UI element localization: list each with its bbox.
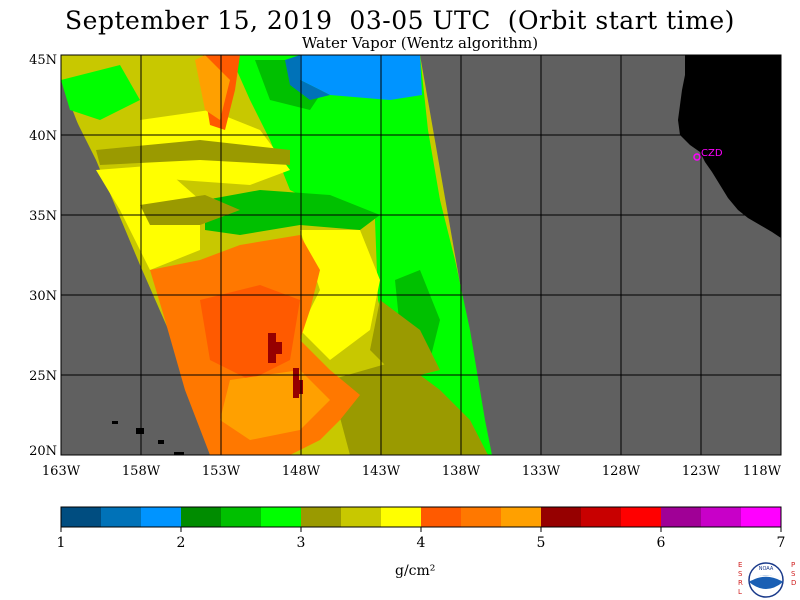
station-label: CZD: [701, 148, 723, 159]
olive-east-mid: [370, 300, 440, 380]
lat-label: 45N: [29, 53, 57, 68]
colorbar-tick-label: 2: [177, 535, 186, 551]
island-4: [174, 452, 184, 455]
logo-center-text: NOAA: [759, 566, 774, 572]
lon-label: 118W: [743, 464, 782, 479]
lon-label: 163W: [42, 464, 81, 479]
lat-labels: 45N 40N 35N 30N 25N 20N: [29, 53, 57, 459]
lat-label: 20N: [29, 444, 57, 459]
colorbar-segment: [341, 507, 382, 527]
map-panel: [61, 55, 781, 455]
island-2: [136, 428, 144, 434]
olive-band-2: [140, 195, 240, 225]
colorbar: [60, 506, 782, 528]
lat-label: 35N: [29, 209, 57, 224]
olive-band-1: [96, 140, 290, 165]
colorbar-segment: [661, 507, 702, 527]
lon-label: 153W: [202, 464, 241, 479]
colorbar-segment: [101, 507, 142, 527]
lon-label: 158W: [122, 464, 161, 479]
north-america-land: [678, 55, 781, 238]
chart-title: September 15, 2019 03-05 UTC (Orbit star…: [65, 6, 735, 35]
colorbar-segment: [461, 507, 502, 527]
colorbar-segment: [701, 507, 742, 527]
chart-subtitle: Water Vapor (Wentz algorithm): [301, 34, 539, 52]
colorbar-segment: [61, 507, 102, 527]
colorbar-ticks: 1 2 3 4 5 6 7: [57, 527, 786, 551]
colorbar-tick-label: 4: [417, 535, 426, 551]
lat-label: 40N: [29, 129, 57, 144]
colorbar-tick-label: 7: [777, 535, 786, 551]
green-mid-band: [205, 190, 380, 235]
lon-label: 148W: [282, 464, 321, 479]
island-3: [158, 440, 164, 444]
colorbar-segment: [581, 507, 622, 527]
station-marker: [693, 153, 701, 161]
darkred-cell-1: [268, 333, 276, 363]
lon-label: 133W: [522, 464, 561, 479]
colorbar-segment: [221, 507, 262, 527]
darkred-cell-2: [276, 342, 282, 354]
blue-region-edge: [285, 55, 330, 100]
colorbar-unit-label: g/cm²: [395, 563, 436, 579]
colorbar-tick-label: 3: [297, 535, 306, 551]
colorbar-segment: [501, 507, 542, 527]
lon-label: 143W: [362, 464, 401, 479]
colorbar-segment: [541, 507, 582, 527]
blue-region: [300, 55, 422, 100]
colorbar-segment: [621, 507, 662, 527]
lat-label: 30N: [29, 289, 57, 304]
swath-left-mask: [61, 90, 210, 455]
colorbar-segment: [261, 507, 302, 527]
colorbar-tick-label: 6: [657, 535, 666, 551]
darkred-cell-3: [293, 368, 299, 398]
grid-lines: [61, 55, 781, 455]
island-1: [112, 421, 118, 424]
lon-label: 123W: [682, 464, 721, 479]
colorbar-segment: [301, 507, 342, 527]
lat-label: 25N: [29, 369, 57, 384]
green-north-2: [61, 65, 140, 120]
lon-label: 138W: [442, 464, 481, 479]
colorbar-tick-label: 5: [537, 535, 546, 551]
map-frame: [60, 54, 782, 456]
lon-label: 128W: [602, 464, 641, 479]
colorbar-segment: [421, 507, 462, 527]
lon-labels: 163W 158W 153W 148W 143W 138W 133W 128W …: [42, 464, 782, 479]
darkgreen-east: [395, 270, 440, 360]
colorbar-segment: [141, 507, 182, 527]
colorbar-segment: [381, 507, 422, 527]
olive-east-bottom: [330, 360, 488, 455]
colorbar-segment: [181, 507, 222, 527]
colorbar-segment: [741, 507, 782, 527]
colorbar-tick-label: 1: [57, 535, 66, 551]
